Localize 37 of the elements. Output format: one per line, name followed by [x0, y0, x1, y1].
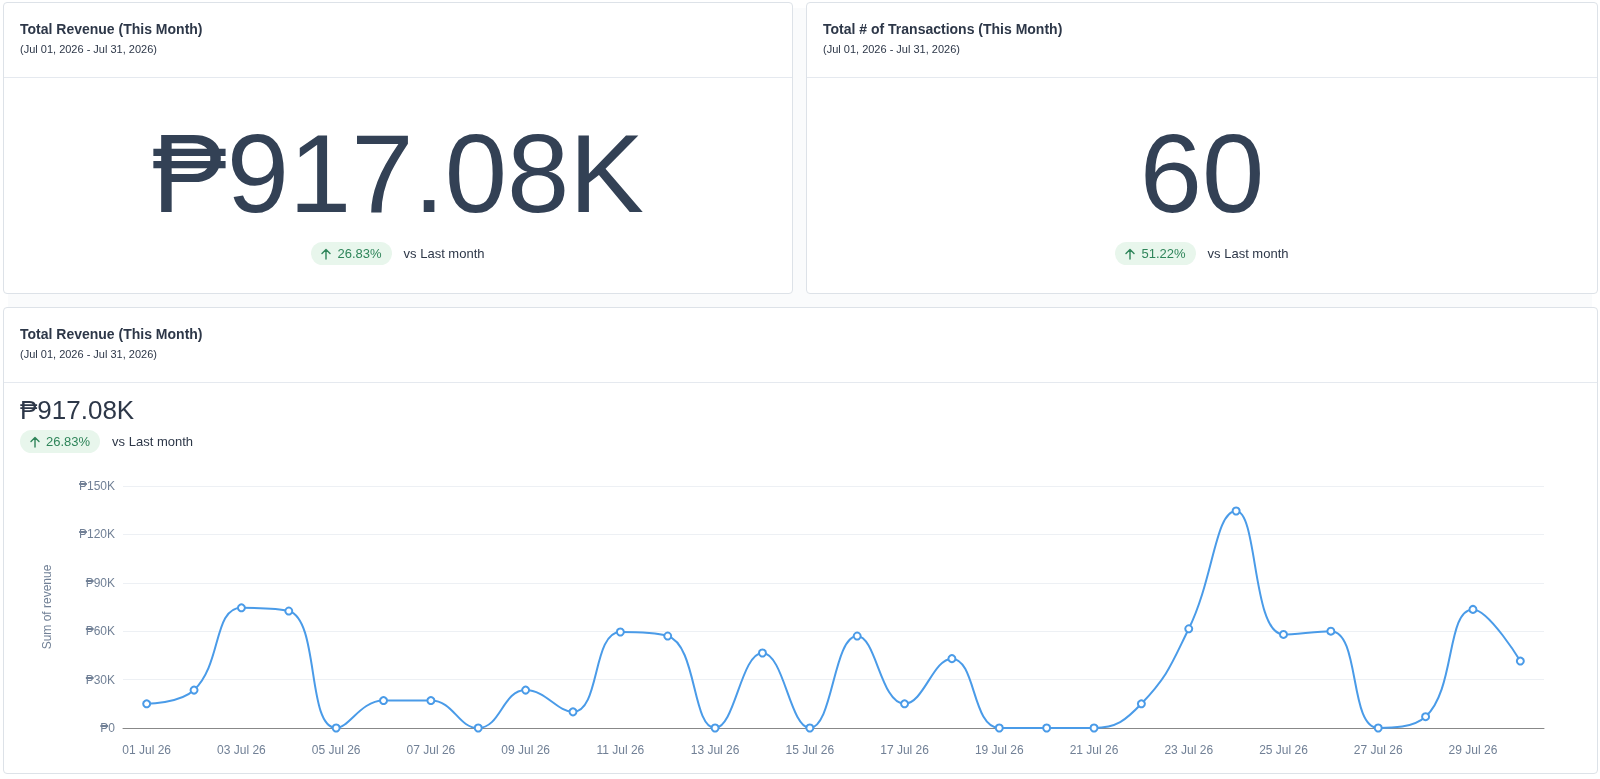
text: vs Last month [1207, 246, 1289, 261]
x-tick-label: 11 Jul 26 [596, 743, 645, 757]
y-tick-label: ₱60K [85, 624, 115, 639]
x-tick-label: 15 Jul 26 [785, 743, 835, 757]
y-tick-label: ₱120K [78, 527, 115, 542]
y-tick-label: ₱150K [78, 479, 115, 493]
text: ₱917.08K [151, 111, 645, 236]
text: vs Last month [403, 246, 485, 261]
text: 26.83% [20, 430, 101, 453]
text: vs Last month [112, 434, 194, 449]
x-tick-label: 05 Jul 26 [311, 743, 361, 757]
x-tick-label: 19 Jul 26 [974, 743, 1024, 757]
x-tick-label: 13 Jul 26 [690, 743, 740, 757]
y-axis-title: Sum of revenue [40, 564, 54, 650]
text: 26.83% [311, 242, 392, 265]
text: ₱917.08K [19, 394, 136, 426]
text: (Jul 01, 2026 - Jul 31, 2026) [823, 43, 961, 55]
x-tick-label: 21 Jul 26 [1069, 743, 1119, 757]
chart-title: Total Revenue (This Month) [20, 325, 204, 342]
x-tick-label: 25 Jul 26 [1259, 743, 1309, 757]
x-tick-label: 01 Jul 26 [122, 743, 172, 757]
text: (Jul 01, 2026 - Jul 31, 2026) [20, 43, 158, 55]
x-tick-label: 27 Jul 26 [1353, 743, 1403, 757]
x-tick-label: 29 Jul 26 [1448, 743, 1498, 757]
text: Total # of Transactions (This Month) [823, 20, 1064, 37]
x-tick-label: 17 Jul 26 [880, 743, 930, 757]
x-tick-label: 07 Jul 26 [406, 743, 456, 757]
x-tick-label: 03 Jul 26 [217, 743, 267, 757]
text: Total Revenue (This Month) [20, 20, 204, 37]
chart-subtitle: (Jul 01, 2026 - Jul 31, 2026) [20, 348, 158, 360]
y-tick-label: ₱0 [100, 721, 116, 735]
text: 60 [1138, 111, 1266, 236]
text: 51.22% [1115, 242, 1196, 265]
y-tick-label: ₱90K [85, 575, 115, 590]
y-tick-label: ₱30K [85, 672, 115, 687]
x-tick-label: 23 Jul 26 [1164, 743, 1214, 757]
x-tick-label: 09 Jul 26 [501, 743, 551, 757]
